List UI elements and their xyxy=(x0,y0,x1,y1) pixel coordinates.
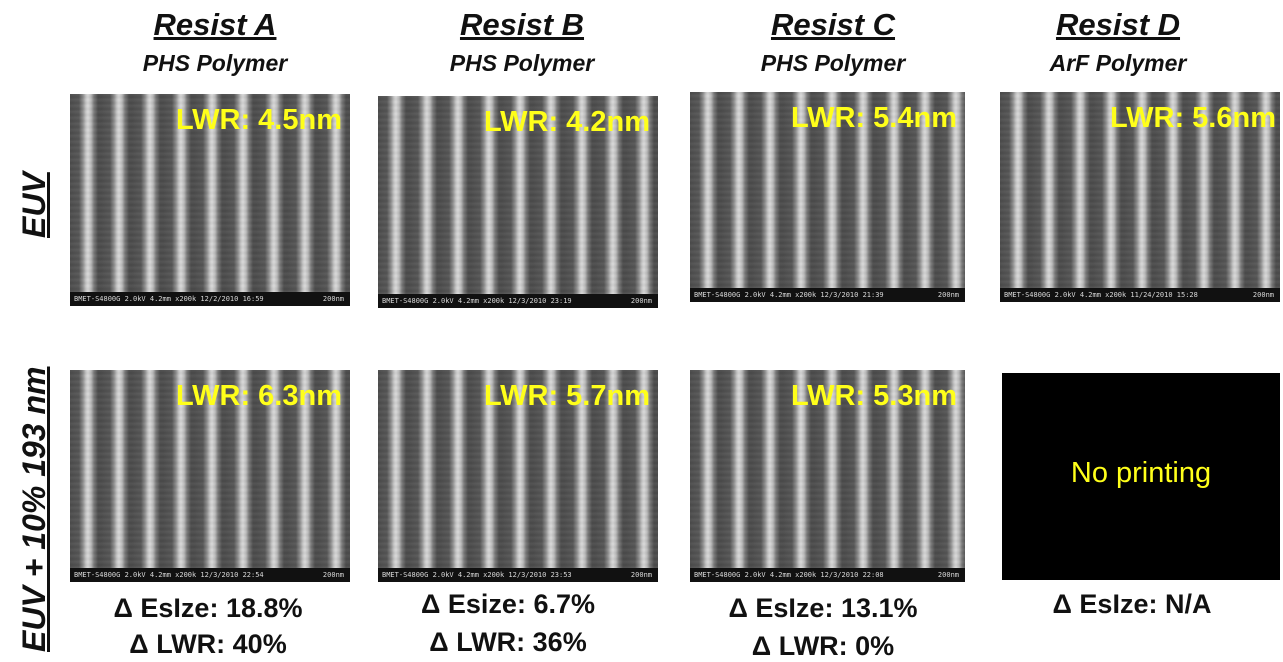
delta-esize-resist-a: Δ EsIze: 18.8% xyxy=(113,593,303,623)
sem-image-euv-resist-b: LWR: 4.2nm BMET-S4800G 2.0kV 4.2mm x200k… xyxy=(378,96,658,308)
sem-info-text: BMET-S4800G 2.0kV 4.2mm x200k 11/24/2010… xyxy=(1004,291,1198,299)
sem-info-text: BMET-S4800G 2.0kV 4.2mm x200k 12/2/2010 … xyxy=(74,295,264,303)
row-label-euv: EUV xyxy=(16,172,52,238)
scale-bar-label: 200nm xyxy=(322,295,344,303)
sem-info-text: BMET-S4800G 2.0kV 4.2mm x200k 12/3/2010 … xyxy=(694,571,884,579)
column-polymer-resist-d: ArF Polymer xyxy=(1049,50,1187,76)
sem-info-bar: BMET-S4800G 2.0kV 4.2mm x200k 12/3/2010 … xyxy=(378,568,658,582)
line-space-pattern xyxy=(378,96,658,294)
lwr-label: LWR: 5.4nm xyxy=(791,102,957,134)
delta-esize-resist-b: Δ Esize: 6.7% xyxy=(421,589,595,619)
line-space-pattern xyxy=(1000,92,1280,288)
sem-info-text: BMET-S4800G 2.0kV 4.2mm x200k 12/3/2010 … xyxy=(694,291,884,299)
lwr-label: LWR: 5.3nm xyxy=(791,380,957,412)
sem-image-euv-resist-c: LWR: 5.4nm BMET-S4800G 2.0kV 4.2mm x200k… xyxy=(690,92,965,302)
sem-image-mixed-resist-c: LWR: 5.3nm BMET-S4800G 2.0kV 4.2mm x200k… xyxy=(690,370,965,582)
delta-lwr-resist-c: Δ LWR: 0% xyxy=(751,631,895,661)
lwr-label: LWR: 5.7nm xyxy=(484,380,650,412)
no-printing-label: No printing xyxy=(1070,457,1212,489)
delta-lwr-resist-a: Δ LWR: 40% xyxy=(129,629,287,659)
delta-esize-resist-c: Δ EsIze: 13.1% xyxy=(728,593,918,623)
sem-image-mixed-resist-b: LWR: 5.7nm BMET-S4800G 2.0kV 4.2mm x200k… xyxy=(378,370,658,582)
sem-info-text: BMET-S4800G 2.0kV 4.2mm x200k 12/3/2010 … xyxy=(382,571,572,579)
sem-info-bar: BMET-S4800G 2.0kV 4.2mm x200k 12/3/2010 … xyxy=(690,288,965,302)
line-space-pattern xyxy=(70,94,350,292)
sem-image-euv-resist-d: LWR: 5.6nm BMET-S4800G 2.0kV 4.2mm x200k… xyxy=(1000,92,1280,302)
column-title-resist-a: Resist A xyxy=(153,7,277,42)
lwr-label: LWR: 5.6nm xyxy=(1110,102,1276,134)
lwr-label: LWR: 6.3nm xyxy=(176,380,342,412)
column-title-resist-d: Resist D xyxy=(1055,7,1181,42)
delta-lwr-resist-b: Δ LWR: 36% xyxy=(429,627,587,657)
no-printing-panel-resist-d: No printing xyxy=(1002,373,1280,580)
lwr-label: LWR: 4.2nm xyxy=(484,106,650,138)
line-space-pattern xyxy=(690,92,965,288)
sem-info-text: BMET-S4800G 2.0kV 4.2mm x200k 12/3/2010 … xyxy=(74,571,264,579)
sem-image-mixed-resist-a: LWR: 6.3nm BMET-S4800G 2.0kV 4.2mm x200k… xyxy=(70,370,350,582)
sem-image-euv-resist-a: LWR: 4.5nm BMET-S4800G 2.0kV 4.2mm x200k… xyxy=(70,94,350,306)
scale-bar-label: 200nm xyxy=(937,291,959,299)
delta-esize-resist-d: Δ EsIze: N/A xyxy=(1052,589,1212,619)
sem-info-bar: BMET-S4800G 2.0kV 4.2mm x200k 12/3/2010 … xyxy=(70,568,350,582)
sem-info-bar: BMET-S4800G 2.0kV 4.2mm x200k 12/3/2010 … xyxy=(690,568,965,582)
sem-info-bar: BMET-S4800G 2.0kV 4.2mm x200k 12/2/2010 … xyxy=(70,292,350,306)
sem-info-text: BMET-S4800G 2.0kV 4.2mm x200k 12/3/2010 … xyxy=(382,297,572,305)
scale-bar-label: 200nm xyxy=(630,571,652,579)
scale-bar-label: 200nm xyxy=(322,571,344,579)
line-space-pattern xyxy=(690,370,965,568)
line-space-pattern xyxy=(378,370,658,568)
scale-bar-label: 200nm xyxy=(630,297,652,305)
column-polymer-resist-b: PHS Polymer xyxy=(449,50,595,76)
row-label-euv-plus-193nm: EUV + 10% 193 nm xyxy=(16,366,52,652)
sem-info-bar: BMET-S4800G 2.0kV 4.2mm x200k 11/24/2010… xyxy=(1000,288,1280,302)
column-title-resist-b: Resist B xyxy=(459,7,585,42)
scale-bar-label: 200nm xyxy=(1252,291,1274,299)
column-polymer-resist-c: PHS Polymer xyxy=(760,50,906,76)
sem-info-bar: BMET-S4800G 2.0kV 4.2mm x200k 12/3/2010 … xyxy=(378,294,658,308)
line-space-pattern xyxy=(70,370,350,568)
scale-bar-label: 200nm xyxy=(937,571,959,579)
column-title-resist-c: Resist C xyxy=(770,7,896,42)
column-polymer-resist-a: PHS Polymer xyxy=(142,50,288,76)
lwr-label: LWR: 4.5nm xyxy=(176,104,342,136)
